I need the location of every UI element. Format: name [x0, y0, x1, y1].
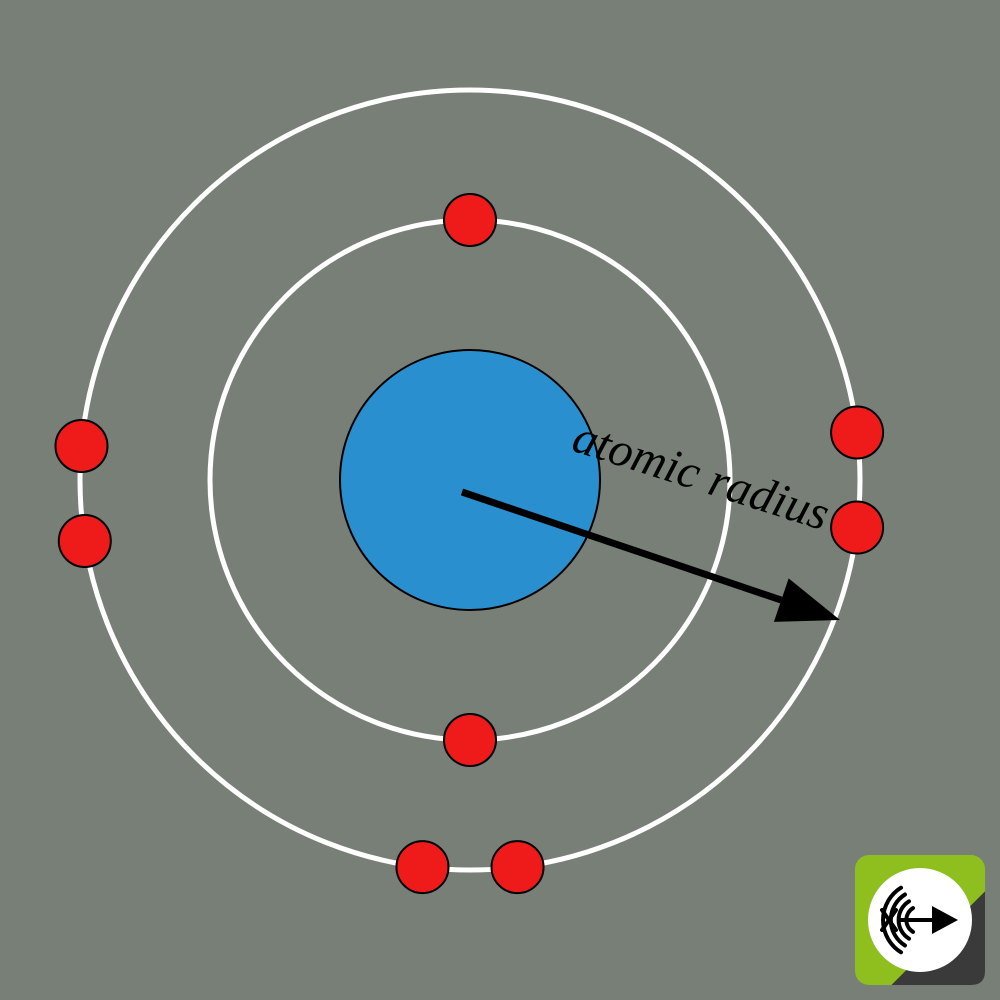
- electron: [444, 714, 496, 766]
- electron: [55, 420, 107, 472]
- electron: [59, 515, 111, 567]
- electron: [444, 194, 496, 246]
- electron: [831, 502, 883, 554]
- logo: [855, 855, 985, 985]
- electron: [831, 406, 883, 458]
- atomic-radius-diagram: atomic radius: [0, 0, 1000, 1000]
- electron: [396, 841, 448, 893]
- nucleus: [340, 350, 600, 610]
- electron: [492, 841, 544, 893]
